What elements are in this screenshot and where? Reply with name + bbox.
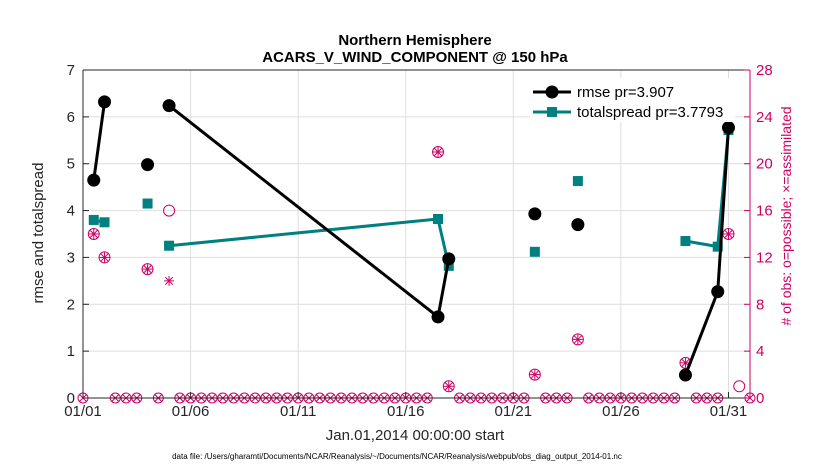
x-tick-label: 01/21: [495, 403, 533, 420]
x-tick-label: 01/06: [172, 403, 210, 420]
rmse-point: [162, 99, 176, 113]
y-tick-label-right: 28: [756, 62, 773, 79]
obs-possible-marker: [733, 380, 746, 393]
y-axis-label-left: rmse and totalspread: [30, 163, 47, 304]
y-tick-label-right: 4: [756, 343, 764, 360]
y-tick-label-right: 24: [756, 109, 773, 126]
totalspread-point: [572, 176, 583, 187]
x-tick-label: 01/26: [602, 403, 640, 420]
totalspread-point: [433, 214, 444, 225]
chart-subtitle: ACARS_V_WIND_COMPONENT @ 150 hPa: [262, 49, 568, 66]
totalspread-point: [712, 241, 723, 252]
totalspread-point: [99, 217, 110, 228]
y-tick-label-left: 5: [67, 156, 75, 173]
rmse-line: [92, 101, 107, 181]
rmse-point: [141, 158, 155, 172]
legend: rmse pr=3.907 totalspread pr=3.7793: [530, 78, 735, 122]
y-tick-label-right: 20: [756, 156, 773, 173]
obs-possible-marker: [163, 204, 176, 217]
axes: 01/01 01/06 01/11 01/16 01/21 01/26 01/3101234…: [64, 62, 772, 420]
chart-title: Northern Hemisphere: [338, 32, 491, 49]
rmse-point: [431, 310, 445, 324]
legend-spread-label: totalspread pr=3.7793: [577, 104, 723, 121]
x-tick-label: 01/01: [64, 403, 102, 420]
y-tick-label-right: 12: [756, 249, 773, 266]
x-tick-label: 01/31: [710, 403, 748, 420]
y-tick-label-left: 4: [67, 203, 75, 220]
legend-spread-marker: [547, 107, 557, 117]
totalspread-point: [680, 236, 691, 247]
x-tick-label: 01/16: [387, 403, 425, 420]
legend-rmse-label: rmse pr=3.907: [577, 84, 674, 101]
plot-area: [77, 95, 756, 404]
y-tick-label-right: 16: [756, 203, 773, 220]
obs-possible-marker: [87, 228, 100, 240]
totalspread-point: [142, 198, 153, 209]
obs-possible-marker: [528, 368, 541, 381]
rmse-point: [528, 207, 542, 221]
rmse-line: [168, 104, 451, 320]
y-tick-label-right: 8: [756, 296, 764, 313]
y-tick-label-left: 1: [67, 343, 75, 360]
data-file-footnote: data file: /Users/gharamti/Documents/NCA…: [172, 452, 622, 461]
y-axis-label-right: # of obs: o=possible; ×=assimilated: [778, 106, 794, 325]
rmse-point: [87, 173, 101, 187]
rmse-point: [571, 218, 585, 232]
rmse-point: [442, 252, 456, 266]
rmse-point: [678, 368, 692, 382]
y-tick-label-left: 2: [67, 296, 75, 313]
obs-possible-marker: [98, 251, 111, 264]
legend-box: [530, 78, 735, 122]
rmse-point: [721, 121, 735, 135]
obs-possible-marker: [571, 333, 584, 346]
y-tick-label-left: 7: [67, 62, 75, 79]
obs-possible-marker: [442, 380, 455, 393]
obs-possible-marker: [432, 146, 445, 158]
totalspread-point: [164, 240, 175, 251]
totalspread-point: [529, 246, 540, 257]
rmse-point: [711, 285, 725, 299]
y-tick-label-left: 0: [67, 390, 75, 407]
y-tick-label-left: 3: [67, 249, 75, 266]
obs-possible-marker: [141, 263, 154, 276]
totalspread-line: [168, 217, 451, 267]
totalspread-point: [88, 214, 99, 225]
x-axis-label: Jan.01,2014 00:00:00 start: [326, 427, 505, 444]
rmse-point: [98, 95, 112, 109]
legend-rmse-marker: [545, 85, 559, 99]
x-tick-label: 01/11: [280, 403, 316, 420]
y-tick-label-left: 6: [67, 109, 75, 126]
y-tick-label-right: 0: [756, 390, 764, 407]
